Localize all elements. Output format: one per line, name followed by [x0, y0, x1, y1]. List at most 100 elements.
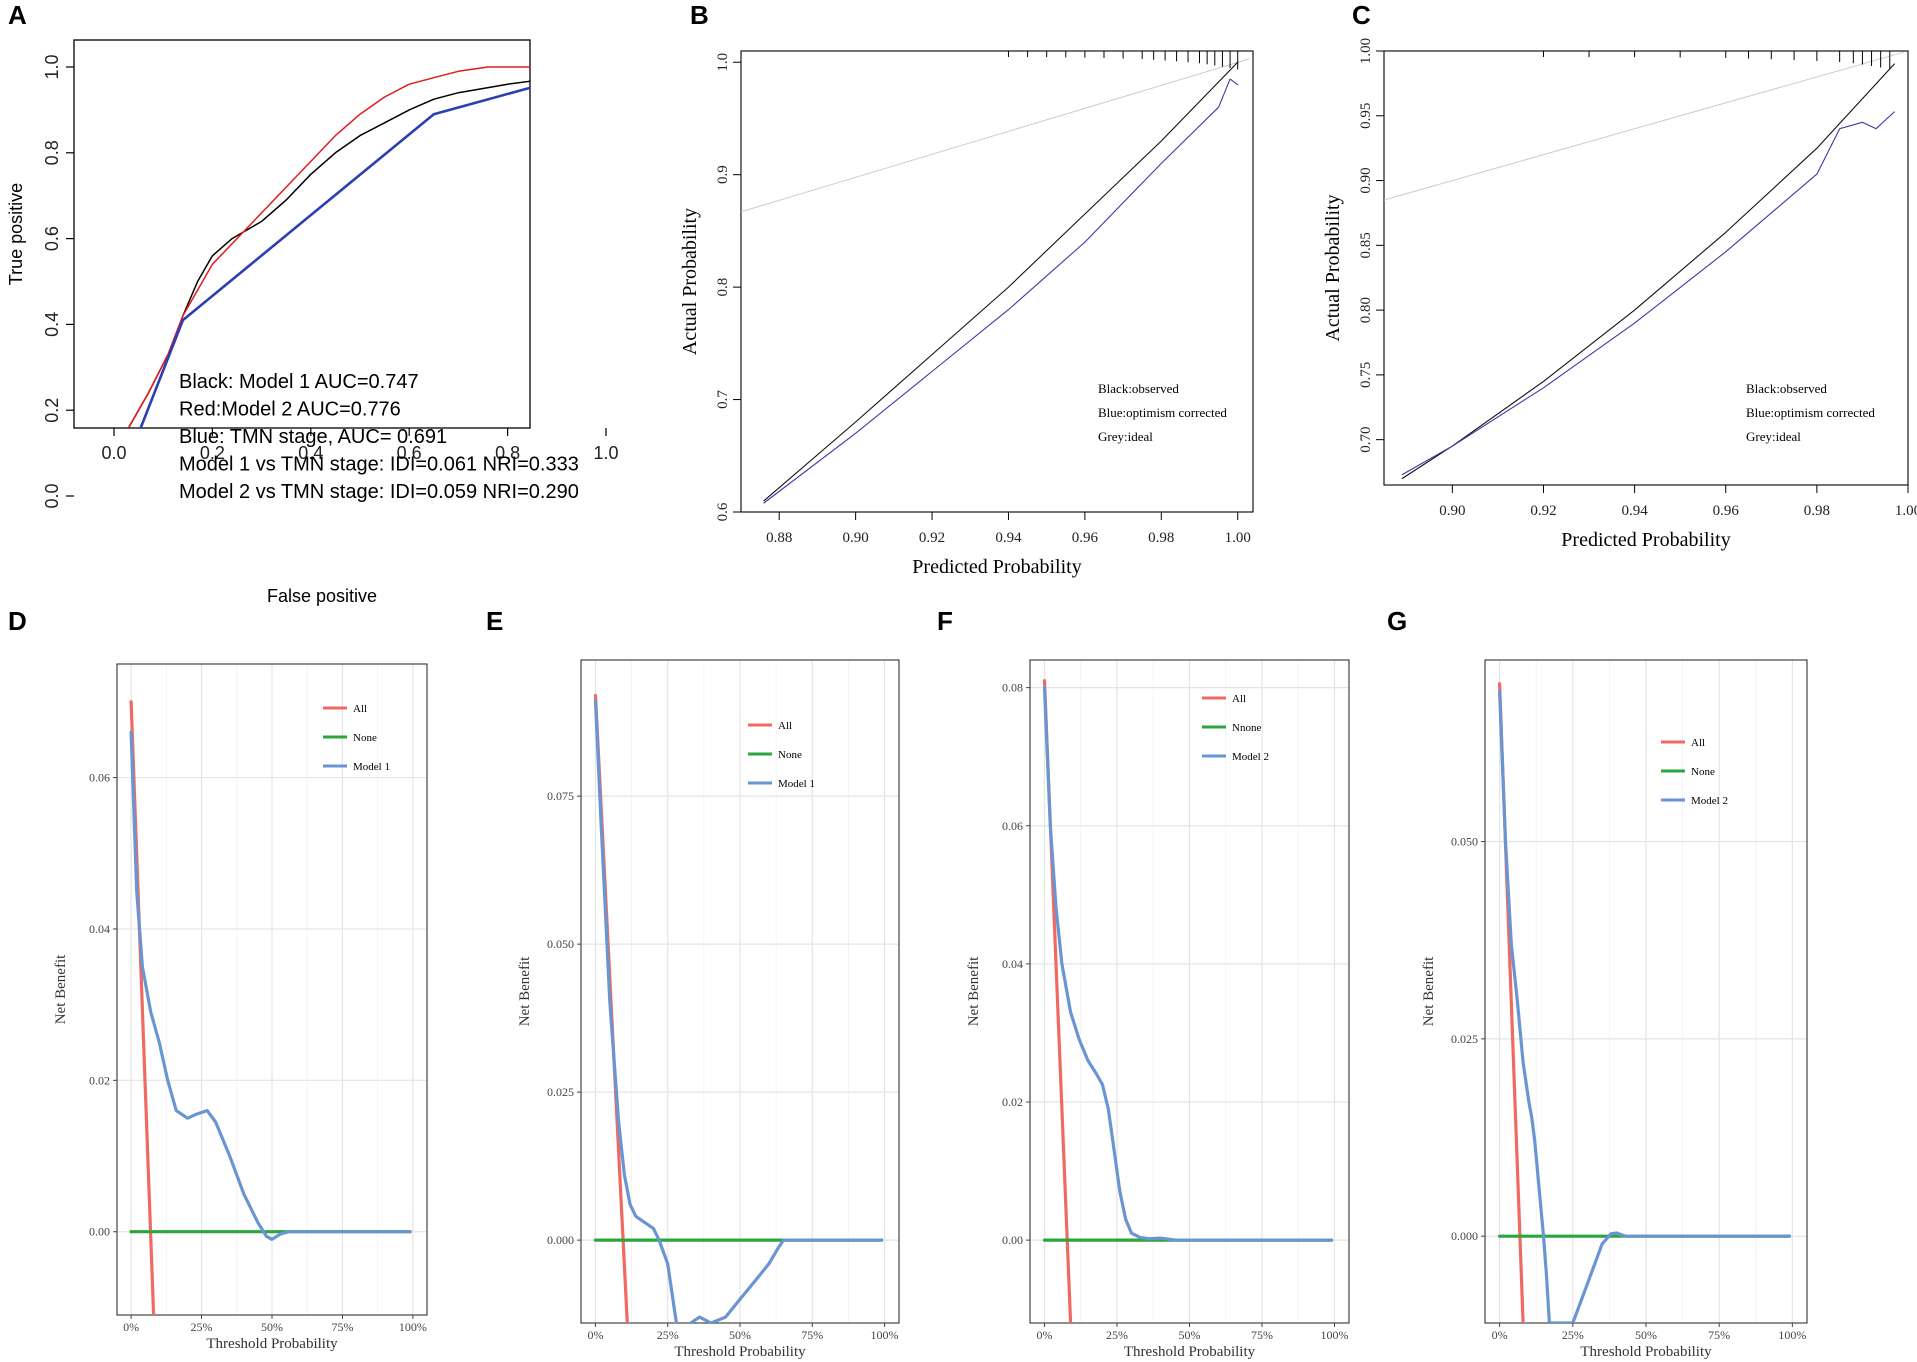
x-axis-title: Threshold Probability	[674, 1344, 806, 1360]
x-tick-label: 0.92	[1530, 503, 1556, 519]
panel-letter-b: B	[690, 0, 709, 30]
x-tick-label: 1.0	[593, 443, 618, 463]
x-tick-label: 0.88	[766, 530, 792, 546]
series-observed	[763, 61, 1239, 502]
series-optimism-corrected	[1401, 111, 1895, 476]
x-axis-title: Threshold Probability	[206, 1336, 338, 1352]
annotation-line: Model 1 vs TMN stage: IDI=0.061 NRI=0.33…	[179, 454, 579, 476]
ticks: 0% 25% 50% 75% 100% 0.000 0.025 0.050	[1451, 835, 1806, 1342]
x-tick-label: 0.0	[101, 443, 126, 463]
plot-frame	[1383, 50, 1909, 486]
x-tick-label: 0%	[123, 1320, 139, 1334]
x-tick-label: 0.90	[843, 530, 869, 546]
grid-lines	[1030, 660, 1349, 1323]
series-group	[1497, 682, 1792, 1323]
y-axis-title: Net Benefit	[517, 956, 533, 1026]
x-tick-label: 0.94	[995, 530, 1022, 546]
series-ideal	[741, 58, 1250, 213]
x-tick-label: 0.4	[298, 443, 323, 463]
x-tick-label: 100%	[1778, 1328, 1806, 1342]
panel-letter-a: A	[8, 0, 27, 30]
y-tick-label: 1.0	[715, 53, 731, 72]
legend-entry: All	[353, 703, 367, 715]
legend-entry: All	[1691, 737, 1705, 749]
y-tick-label: 0.050	[547, 937, 574, 951]
ticks: 0.88 0.90 0.92 0.94 0.96 0.98 1.00 0.6 0.7 0.8 0.9…	[715, 53, 1251, 546]
legend-entry: Blue:optimism corrected	[1746, 405, 1875, 420]
x-tick-label: 25%	[1562, 1328, 1584, 1342]
plot-frame	[740, 50, 1254, 513]
x-tick-label: 50%	[729, 1328, 751, 1342]
series-group	[127, 66, 530, 428]
y-tick-label: 0.000	[1451, 1229, 1478, 1243]
ticks: 0.0 0.2 0.4 0.6 0.8 1.0 0.0 0.2 0.4 0.6 0.8 1.0	[42, 54, 619, 508]
legend-entry: Grey:ideal	[1098, 429, 1153, 444]
y-tick-label: 0.050	[1451, 835, 1478, 849]
y-tick-label: 0.08	[1002, 681, 1023, 695]
y-tick-label: 1.00	[1358, 38, 1374, 64]
y-tick-label: 0.04	[1002, 957, 1023, 971]
series-group	[1042, 679, 1334, 1323]
chart-d: 0% 25% 50% 75% 100% 0.00 0.02 0.04 0.06 Threshold…	[53, 663, 428, 1352]
legend-entry: All	[1232, 693, 1246, 705]
x-tick-label: 0.90	[1439, 503, 1465, 519]
y-axis-title: Net Benefit	[53, 954, 69, 1024]
chart-a: 0.0 0.2 0.4 0.6 0.8 1.0 0.0 0.2 0.4 0.6 0.8 1.0 Fals…	[6, 39, 619, 606]
legend-entry: Model 1	[353, 761, 390, 773]
y-tick-label: 0.075	[547, 789, 574, 803]
ticks: 0% 25% 50% 75% 100% 0.00 0.02 0.04 0.06 0.08	[1002, 681, 1349, 1342]
y-tick-label: 0.2	[42, 398, 62, 423]
legend: Black:observed Blue:optimism corrected Gre…	[1746, 381, 1875, 444]
chart-e: 0% 25% 50% 75% 100% 0.000 0.025 0.050 0.075 Thres…	[517, 659, 900, 1360]
y-tick-label: 0.04	[89, 922, 110, 936]
x-tick-label: 0%	[587, 1328, 603, 1342]
y-axis-title: Net Benefit	[966, 956, 982, 1026]
legend-entry: Black:observed	[1098, 381, 1179, 396]
y-tick-label: 0.4	[42, 312, 62, 337]
y-tick-label: 0.8	[715, 278, 731, 297]
legend-entry: All	[778, 720, 792, 732]
x-axis-title: Predicted Probability	[1561, 529, 1730, 551]
chart-c: 0.90 0.92 0.94 0.96 0.98 1.00 0.70 0.75 0.80 0.85…	[1322, 38, 1917, 551]
rug-marks	[1542, 51, 1891, 70]
series-group	[1384, 51, 1904, 480]
x-axis-title: Predicted Probability	[912, 556, 1081, 578]
series-group	[129, 700, 412, 1315]
grid-lines	[581, 660, 899, 1323]
legend: All None Model 1	[323, 703, 390, 773]
series-model-1	[129, 730, 412, 1241]
y-tick-label: 0.70	[1358, 427, 1374, 453]
legend: All Nnone Model 2	[1202, 693, 1269, 763]
y-tick-label: 0.8	[42, 140, 62, 165]
series-tmn-stage	[139, 86, 530, 428]
ticks: 0.90 0.92 0.94 0.96 0.98 1.00 0.70 0.75 0.80 0.85…	[1358, 38, 1917, 519]
annotation-line: Black: Model 1 AUC=0.747	[179, 371, 419, 393]
ticks: 0% 25% 50% 75% 100% 0.00 0.02 0.04 0.06	[89, 771, 427, 1334]
legend-entry: Model 2	[1232, 751, 1269, 763]
legend-entry: Blue:optimism corrected	[1098, 405, 1227, 420]
panel-letter-e: E	[486, 606, 503, 636]
series-model-1	[593, 699, 884, 1323]
legend-entry: Model 2	[1691, 795, 1728, 807]
x-tick-label: 0.6	[397, 443, 422, 463]
x-axis-title: Threshold Probability	[1124, 1344, 1256, 1360]
y-tick-label: 0.025	[547, 1085, 574, 1099]
x-tick-label: 0.2	[200, 443, 225, 463]
annotation-line: Blue: TMN stage, AUC= 0.691	[179, 426, 447, 448]
series-ideal	[1384, 51, 1904, 201]
ticks: 0% 25% 50% 75% 100% 0.000 0.025 0.050 0.075	[547, 789, 899, 1342]
y-tick-label: 0.7	[715, 390, 731, 409]
x-tick-label: 25%	[191, 1320, 213, 1334]
x-tick-label: 1.00	[1225, 530, 1251, 546]
panel-letter-d: D	[8, 606, 27, 636]
y-tick-label: 0.02	[1002, 1095, 1023, 1109]
x-tick-label: 50%	[1179, 1328, 1201, 1342]
y-tick-label: 0.0	[42, 483, 62, 508]
series-model-2	[1042, 685, 1334, 1242]
x-tick-label: 100%	[399, 1320, 427, 1334]
y-tick-label: 0.06	[1002, 819, 1023, 833]
y-tick-label: 0.9	[715, 165, 731, 184]
y-tick-label: 0.025	[1451, 1032, 1478, 1046]
y-tick-label: 0.85	[1358, 232, 1374, 258]
x-tick-label: 75%	[1708, 1328, 1730, 1342]
